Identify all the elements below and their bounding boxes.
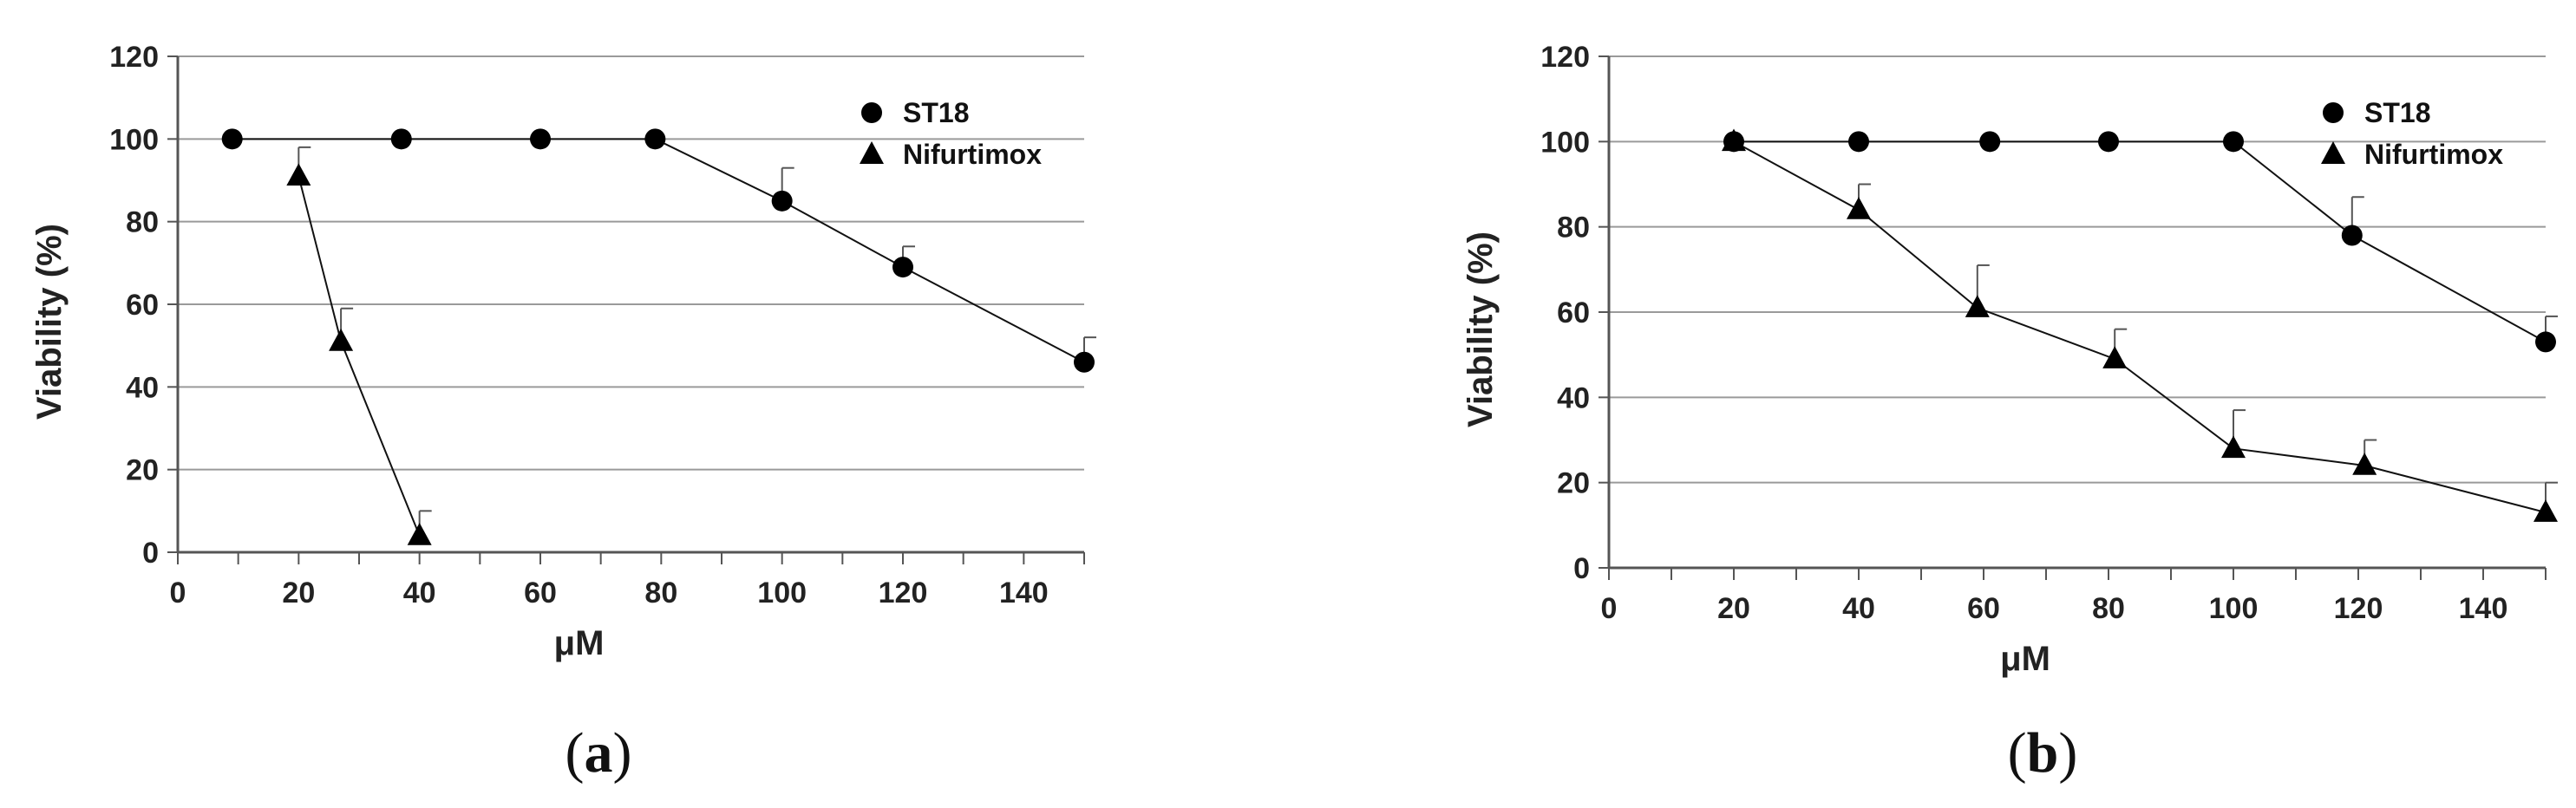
x-tick-label: 40	[1842, 592, 1875, 625]
data-point-st18	[390, 128, 412, 150]
x-tick-label: 120	[2334, 592, 2383, 625]
data-point-st18	[530, 128, 551, 150]
y-axis-title: Viability (%)	[30, 224, 69, 420]
y-axis-title: Viability (%)	[1461, 231, 1500, 427]
data-point-st18	[221, 128, 243, 150]
data-point-nifurtimox	[2352, 453, 2377, 475]
data-point-st18	[1074, 351, 1095, 373]
y-tick-label: 0	[1573, 552, 1590, 585]
chart-panel-b: 0 20 40 60 80 100 120 0 20 40 60 80 100 120 140 μM Viabi…	[1461, 41, 2558, 785]
data-point-st18	[1848, 131, 1869, 153]
x-tick-label: 20	[1717, 592, 1750, 625]
x-tick-label: 80	[644, 577, 677, 609]
panel-label-open: (	[2008, 721, 2027, 785]
y-tick-label: 120	[1540, 41, 1590, 74]
x-axis-title: μM	[2000, 640, 2050, 678]
y-tick-label: 60	[126, 289, 159, 322]
x-tick-label: 100	[2209, 592, 2259, 625]
y-tick-label: 80	[126, 206, 159, 239]
data-point-nifurtimox	[1722, 128, 1746, 152]
data-point-st18	[2341, 225, 2363, 246]
x-tick-label: 20	[282, 577, 315, 609]
panel-label: (a)	[566, 721, 632, 785]
legend-marker-st18	[861, 102, 882, 123]
series-line-st18	[232, 138, 1085, 363]
panel-label-letter: a	[585, 721, 613, 785]
y-tick-label: 40	[126, 371, 159, 404]
x-tick-label: 0	[170, 577, 186, 609]
y-tick-label: 20	[1557, 467, 1590, 500]
panel-label-letter: b	[2027, 721, 2059, 785]
x-tick-label: 60	[1967, 592, 2000, 625]
series-line-nifurtimox	[297, 175, 421, 537]
legend-marker-st18	[2323, 102, 2344, 123]
data-point-st18	[771, 190, 793, 212]
x-axis-title: μM	[554, 624, 605, 662]
legend-label-st18: ST18	[2364, 97, 2430, 128]
panel-label-open: (	[566, 721, 585, 785]
y-tick-label: 60	[1557, 296, 1590, 329]
y-tick-label: 100	[1540, 126, 1590, 159]
legend-marker-nifurtimox	[860, 141, 884, 164]
legend-label-nifurtimox: Nifurtimox	[903, 139, 1042, 170]
data-point-nifurtimox	[329, 329, 354, 351]
y-tick-label: 0	[142, 537, 159, 570]
y-tick-label: 120	[109, 41, 159, 74]
series-line-nifurtimox	[1733, 140, 2547, 514]
data-point-st18	[2223, 131, 2244, 153]
data-point-st18	[644, 128, 666, 150]
data-point-st18	[892, 257, 913, 278]
legend: ST18 Nifurtimox	[2321, 97, 2503, 170]
panel-label: (b)	[2008, 721, 2078, 785]
x-tick-label: 60	[524, 577, 557, 609]
x-tick-label: 80	[2092, 592, 2125, 625]
legend: ST18 Nifurtimox	[860, 97, 1042, 170]
data-point-st18	[1979, 131, 2001, 153]
data-point-st18	[2535, 331, 2556, 353]
data-point-st18	[2098, 131, 2119, 153]
panel-label-close: )	[613, 721, 632, 785]
chart-panel-a: 0 20 40 60 80 100 120 0 20 40 60 80 100 120 140 μM Viabi…	[30, 41, 1096, 785]
legend-marker-nifurtimox	[2321, 141, 2345, 164]
data-point-nifurtimox	[2102, 346, 2128, 368]
data-point-nifurtimox	[1965, 295, 1990, 317]
legend-label-st18: ST18	[903, 97, 969, 128]
data-point-nifurtimox	[2221, 435, 2246, 459]
data-point-nifurtimox	[2534, 499, 2558, 522]
x-tick-label: 100	[757, 577, 807, 609]
x-tick-label: 140	[999, 577, 1049, 609]
x-tick-label: 40	[403, 577, 436, 609]
data-point-nifurtimox	[286, 163, 311, 186]
y-tick-label: 20	[126, 454, 159, 487]
legend-label-nifurtimox: Nifurtimox	[2364, 139, 2503, 170]
data-point-nifurtimox	[407, 523, 432, 545]
x-tick-label: 140	[2459, 592, 2508, 625]
y-tick-label: 40	[1557, 381, 1590, 414]
y-tick-label: 80	[1557, 212, 1590, 244]
panel-label-close: )	[2058, 721, 2077, 785]
x-tick-label: 120	[879, 577, 928, 609]
data-point-nifurtimox	[1847, 197, 1871, 219]
x-tick-label: 0	[1601, 592, 1618, 625]
y-tick-label: 100	[109, 123, 159, 156]
